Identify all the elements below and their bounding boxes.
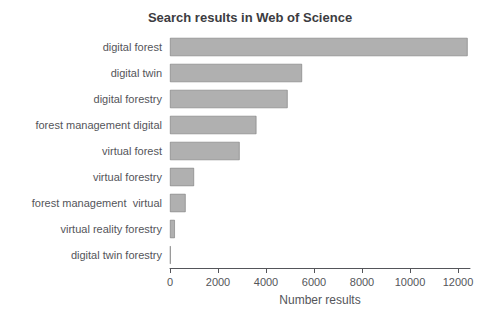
svg-text:digital forestry: digital forestry [94, 93, 163, 105]
svg-text:10000: 10000 [395, 276, 426, 288]
svg-text:8000: 8000 [350, 276, 374, 288]
svg-text:digital twin: digital twin [111, 67, 162, 79]
svg-text:Number results: Number results [279, 293, 360, 307]
svg-text:6000: 6000 [302, 276, 326, 288]
svg-text:2000: 2000 [206, 276, 230, 288]
svg-text:4000: 4000 [254, 276, 278, 288]
svg-text:0: 0 [167, 276, 173, 288]
svg-text:virtual forest: virtual forest [102, 145, 162, 157]
svg-text:forest management virtual: forest management virtual [32, 197, 162, 209]
svg-text:virtual forestry: virtual forestry [93, 171, 163, 183]
svg-text:forest management digital: forest management digital [35, 119, 162, 131]
svg-text:Search results in Web of Scien: Search results in Web of Science [148, 10, 352, 25]
svg-text:digital forest: digital forest [103, 41, 162, 53]
svg-text:digital twin forestry: digital twin forestry [71, 249, 163, 261]
svg-text:12000: 12000 [443, 276, 474, 288]
svg-text:virtual reality forestry: virtual reality forestry [61, 223, 163, 235]
